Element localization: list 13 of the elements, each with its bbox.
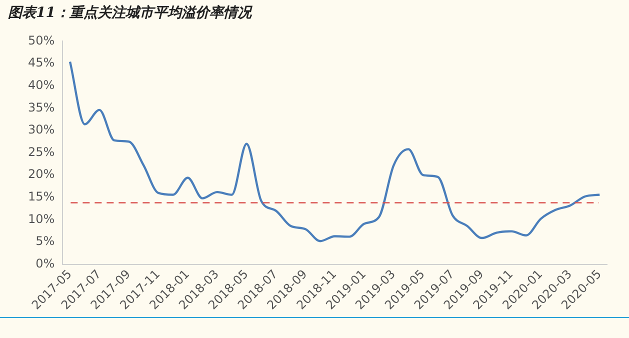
y-tick-label: 10% [28, 212, 55, 226]
y-tick-label: 45% [28, 56, 55, 70]
y-tick-label: 35% [28, 100, 55, 114]
line-series [68, 60, 601, 242]
y-tick-label: 50% [28, 33, 55, 48]
y-tick-label: 15% [28, 190, 55, 204]
y-tick-label: 5% [36, 234, 55, 248]
y-tick-label: 25% [28, 144, 55, 159]
y-tick-label: 30% [28, 122, 55, 137]
y-tick-label: 0% [36, 256, 55, 270]
y-tick-label: 20% [28, 167, 55, 182]
chart-title: 图表11：重点关注城市平均溢价率情况 [8, 4, 252, 22]
y-tick-label: 40% [28, 78, 55, 92]
